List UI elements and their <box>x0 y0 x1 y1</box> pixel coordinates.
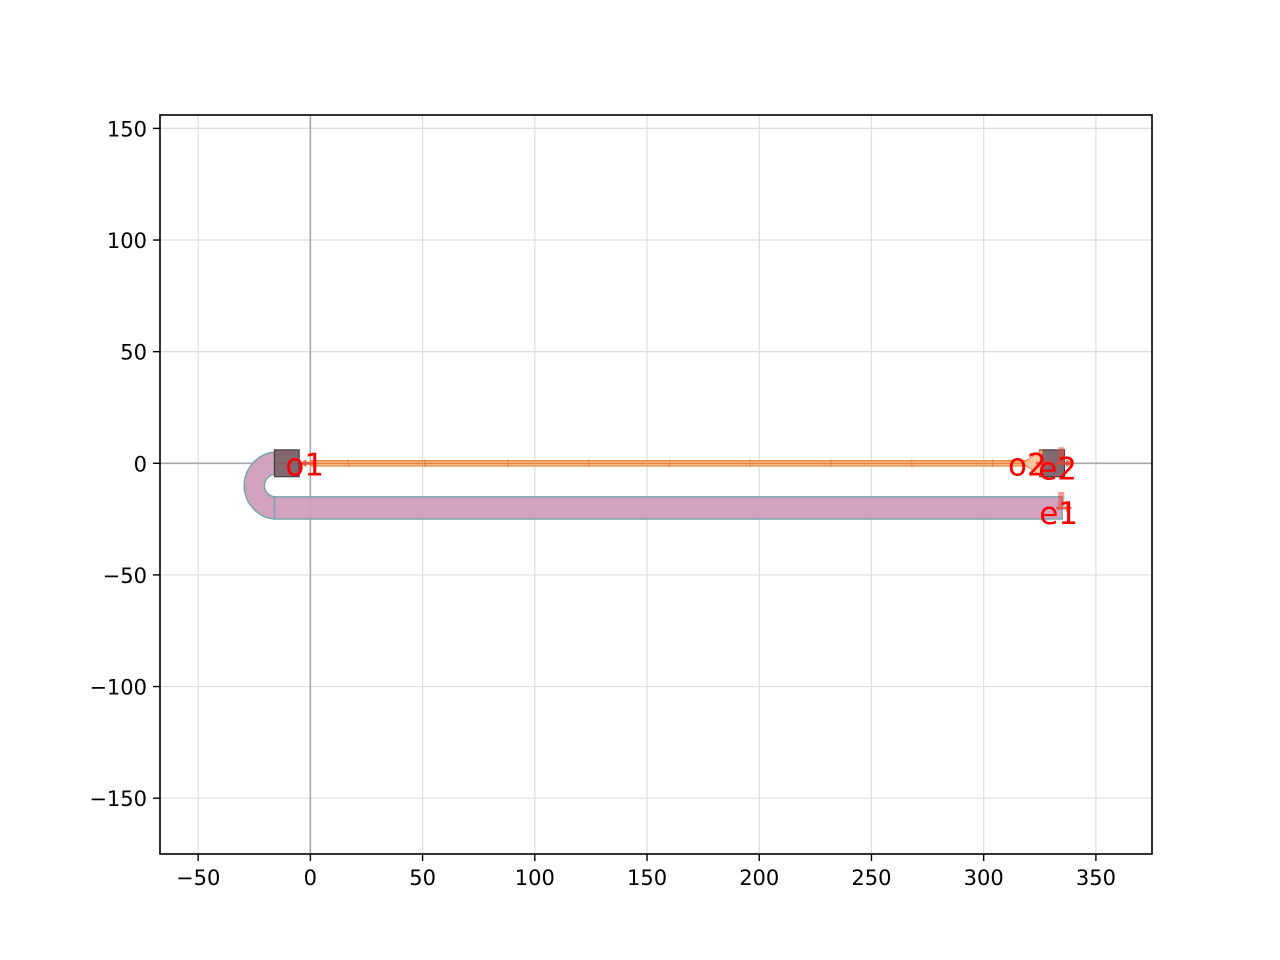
port-marker-head-o1 <box>300 459 307 468</box>
port-marker-pin-e2 <box>1058 447 1065 462</box>
x-tick-label: 300 <box>964 866 1004 890</box>
y-tick-label: −100 <box>89 676 147 700</box>
port-label-o1: o1 <box>285 447 324 483</box>
y-tick-label: 0 <box>134 452 147 476</box>
port-marker-pin-e1 <box>1058 491 1065 506</box>
y-tick-label: −50 <box>103 564 147 588</box>
x-tick-label: 350 <box>1076 866 1116 890</box>
pad-left <box>273 449 300 478</box>
x-tick-label: −50 <box>176 866 220 890</box>
y-tick-label: 100 <box>107 229 147 253</box>
port-marker-o1 <box>300 459 317 468</box>
y-tick-label: 150 <box>107 117 147 141</box>
port-marker-o2 <box>1036 459 1053 468</box>
port-label-e1: e1 <box>1039 496 1078 532</box>
port-marker-e2 <box>1056 447 1073 468</box>
port-marker-head-e2 <box>1066 459 1073 468</box>
x-tick-label: 150 <box>627 866 667 890</box>
port-marker-head-o2 <box>1046 459 1053 468</box>
port-label-e2: e2 <box>1038 451 1077 487</box>
x-tick-label: 0 <box>304 866 317 890</box>
x-tick-label: 200 <box>739 866 779 890</box>
y-tick-label: 50 <box>120 341 147 365</box>
plot-content <box>160 115 1152 854</box>
x-tick-label: 100 <box>515 866 555 890</box>
y-tick-label: −150 <box>89 787 147 811</box>
heater-loop <box>243 451 1063 520</box>
port-label-o2: o2 <box>1008 447 1047 483</box>
taper-right <box>1023 448 1043 478</box>
x-tick-label: 50 <box>409 866 436 890</box>
axes-frame <box>159 114 1153 855</box>
x-tick-label: 250 <box>851 866 891 890</box>
port-marker-e1 <box>1056 491 1073 512</box>
port-marker-head-e1 <box>1066 503 1073 512</box>
